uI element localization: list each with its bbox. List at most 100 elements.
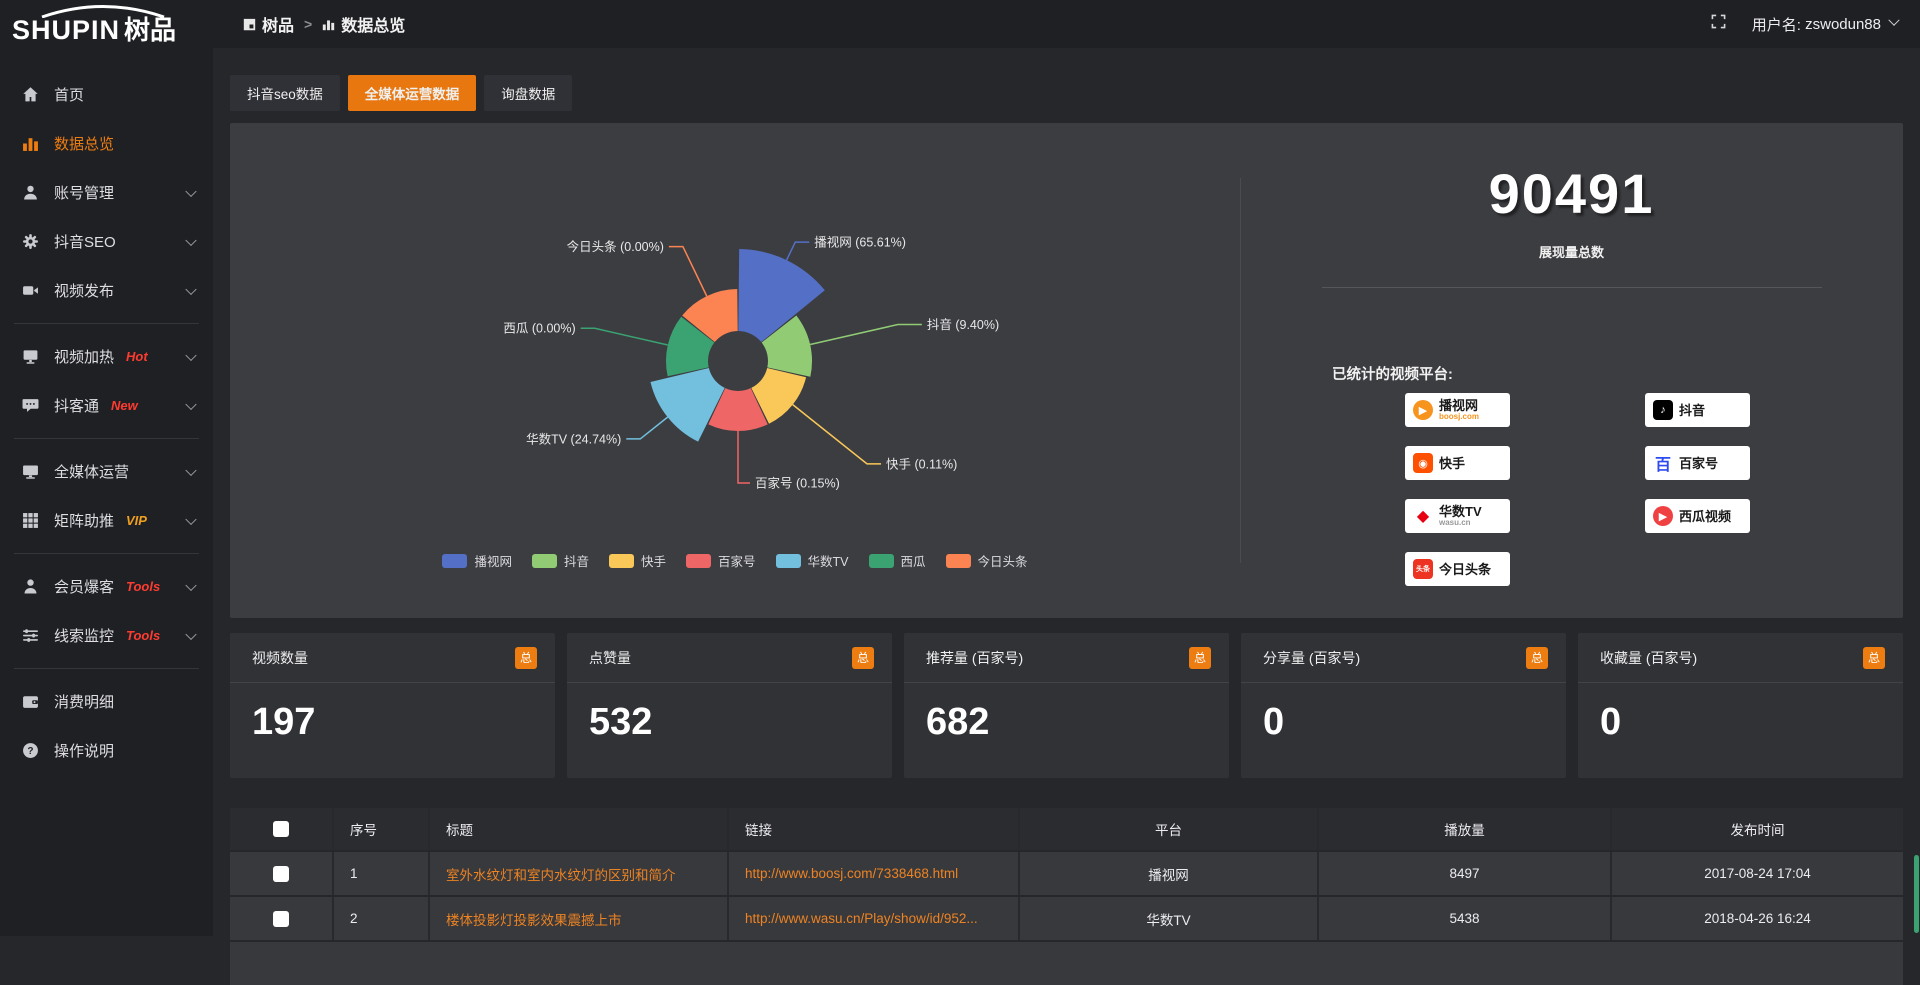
sidebar-item-抖音SEO[interactable]: 抖音SEO: [0, 217, 213, 266]
sidebar-item-消费明细[interactable]: 消费明细: [0, 677, 213, 726]
stat-card-推荐量 (百家号): 推荐量 (百家号) 总 682: [904, 633, 1229, 778]
legend-item-抖音[interactable]: 抖音: [531, 551, 589, 570]
legend-item-华数TV[interactable]: 华数TV: [775, 551, 849, 570]
pie-slice-抖音[interactable]: [761, 315, 812, 377]
stat-cards-row: 视频数量总 197 点赞量总 532 推荐量 (百家号) 总 682 分享量 (百家号) 总 0 收…: [230, 633, 1903, 778]
chevron-down-icon: [185, 628, 197, 640]
legend-item-播视网[interactable]: 播视网: [442, 551, 512, 570]
stat-card-header: 分享量 (百家号) 总: [1241, 633, 1566, 683]
sidebar-item-label: 账号管理: [54, 185, 115, 202]
tab-全媒体运营数据[interactable]: 全媒体运营数据: [347, 75, 477, 111]
sidebar-item-badge: Tools: [126, 628, 161, 643]
chevron-down-icon: [185, 398, 197, 410]
video-title-link[interactable]: 室外水纹灯和室内水纹灯的区别和简介: [446, 867, 676, 883]
legend-swatch: [531, 553, 557, 568]
sidebar-item-label: 视频加热: [54, 349, 115, 366]
platform-logo-icon: 头条: [1413, 559, 1433, 579]
chevron-down-icon: [185, 234, 197, 246]
legend-item-西瓜[interactable]: 西瓜: [868, 551, 926, 570]
sidebar-item-label: 首页: [54, 87, 85, 104]
total-badge: 总: [852, 646, 874, 669]
sidebar-item-数据总览[interactable]: 数据总览: [0, 119, 213, 168]
total-impressions-label: 展现量总数: [1538, 245, 1604, 260]
platform-badge-抖音: ♪ 抖音: [1645, 393, 1750, 427]
pie-label-line: [792, 404, 882, 465]
pie-slice-百家号[interactable]: [708, 388, 768, 432]
tab-抖音seo数据[interactable]: 抖音seo数据: [230, 75, 340, 111]
legend-swatch: [686, 553, 711, 568]
videos-table: 序号 标题 链接 平台 播放量 发布时间 1 室外水纹灯和室内水纹灯的区别和简介 http://…: [230, 808, 1903, 985]
fullscreen-icon[interactable]: [1711, 14, 1726, 34]
sidebar-item-label: 抖客通: [54, 398, 100, 415]
data-tabs: 抖音seo数据 全媒体运营数据 询盘数据: [230, 75, 1903, 111]
pie-slice-西瓜[interactable]: [666, 316, 715, 377]
legend-item-百家号[interactable]: 百家号: [686, 551, 756, 570]
pie-slice-今日头条[interactable]: [682, 289, 738, 343]
sidebar-item-视频加热[interactable]: 视频加热 Hot: [0, 332, 213, 381]
pie-label-华数TV: 华数TV (24.74%): [526, 431, 621, 446]
video-url-link[interactable]: http://www.boosj.com/7338468.html: [745, 866, 959, 881]
stat-card-value: 682: [926, 701, 990, 743]
sidebar-item-抖客通[interactable]: 抖客通 New: [0, 381, 213, 430]
platform-badge-华数TV: ◆ 华数TV wasu.cn: [1405, 499, 1510, 533]
platform-sub: boosj.com: [1439, 411, 1480, 421]
legend-item-快手[interactable]: 快手: [608, 551, 666, 570]
table-header: 发布时间: [1730, 823, 1785, 838]
stat-card-value: 532: [589, 701, 653, 743]
user-menu[interactable]: 用户名: zswodun88: [1752, 14, 1900, 35]
platform-logo-icon: ▶: [1653, 506, 1673, 526]
cell-platform: 播视网: [1020, 852, 1319, 895]
cell-title: 室外水纹灯和室内水纹灯的区别和简介: [430, 852, 729, 895]
video-title-link[interactable]: 楼体投影灯投影效果震撼上市: [446, 912, 622, 928]
total-badge: 总: [1863, 646, 1885, 669]
breadcrumb-page[interactable]: 数据总览: [322, 12, 405, 36]
sidebar-item-操作说明[interactable]: ? 操作说明: [0, 726, 213, 775]
sidebar-item-全媒体运营[interactable]: 全媒体运营: [0, 447, 213, 496]
legend-item-今日头条[interactable]: 今日头条: [945, 551, 1028, 570]
table-header: 标题: [430, 808, 729, 850]
pie-slice-快手[interactable]: [751, 367, 807, 424]
chart-legend: 播视网 抖音 快手 百家号 华数TV 西瓜 今日头条: [230, 551, 1240, 570]
sidebar-item-badge: Hot: [126, 349, 148, 364]
breadcrumb-app[interactable]: 树品: [243, 12, 294, 36]
total-badge: 总: [1526, 646, 1548, 669]
sidebar-item-矩阵助推[interactable]: 矩阵助推 VIP: [0, 496, 213, 545]
pie-label-line: [737, 431, 750, 484]
platform-name: 快手: [1439, 455, 1466, 471]
pie-slice-华数TV[interactable]: [650, 367, 725, 442]
cell-link: http://www.boosj.com/7338468.html: [729, 852, 1020, 895]
video-url-link[interactable]: http://www.wasu.cn/Play/show/id/952...: [745, 911, 978, 926]
sidebar-divider: [14, 323, 199, 324]
sidebar-item-label: 矩阵助推: [54, 513, 115, 530]
platform-badge-百家号: 百百家号: [1645, 446, 1750, 480]
pie-slice-播视网[interactable]: [738, 249, 825, 343]
sidebar-item-线索监控[interactable]: 线索监控 Tools: [0, 611, 213, 660]
pie-label-line: [785, 241, 810, 261]
scrollbar-thumb[interactable]: [1914, 855, 1919, 933]
total-badge: 总: [1189, 646, 1211, 669]
cell-link: http://www.wasu.cn/Play/show/id/952...: [729, 897, 1020, 940]
stat-card-分享量 (百家号): 分享量 (百家号) 总 0: [1241, 633, 1566, 778]
cell-views: 8497: [1319, 852, 1612, 895]
sidebar-item-账号管理[interactable]: 账号管理: [0, 168, 213, 217]
pie-label-今日头条: 今日头条 (0.00%): [567, 239, 664, 254]
row-checkbox[interactable]: [273, 910, 289, 927]
select-all-checkbox[interactable]: [273, 821, 289, 837]
stat-card-header: 推荐量 (百家号) 总: [904, 633, 1229, 683]
sidebar-item-会员爆客[interactable]: 会员爆客 Tools: [0, 562, 213, 611]
sidebar-item-首页[interactable]: 首页: [0, 70, 213, 119]
pie-label-抖音: 抖音 (9.40%): [927, 317, 999, 332]
legend-label: 抖音: [563, 555, 589, 569]
tab-询盘数据[interactable]: 询盘数据: [484, 75, 573, 111]
comment-icon: [22, 397, 39, 414]
total-impressions-value: 90491: [1488, 162, 1655, 225]
bar-chart-icon: [22, 135, 39, 152]
monitor-icon: [22, 463, 39, 480]
sidebar-item-label: 操作说明: [54, 743, 115, 760]
row-checkbox[interactable]: [273, 865, 289, 882]
stat-card-label: 点赞量: [589, 649, 631, 666]
stat-card-视频数量: 视频数量 总 197: [230, 633, 555, 778]
sidebar-item-视频发布[interactable]: 视频发布: [0, 266, 213, 315]
pie-label-line: [809, 323, 922, 346]
chevron-down-icon: [185, 185, 197, 197]
